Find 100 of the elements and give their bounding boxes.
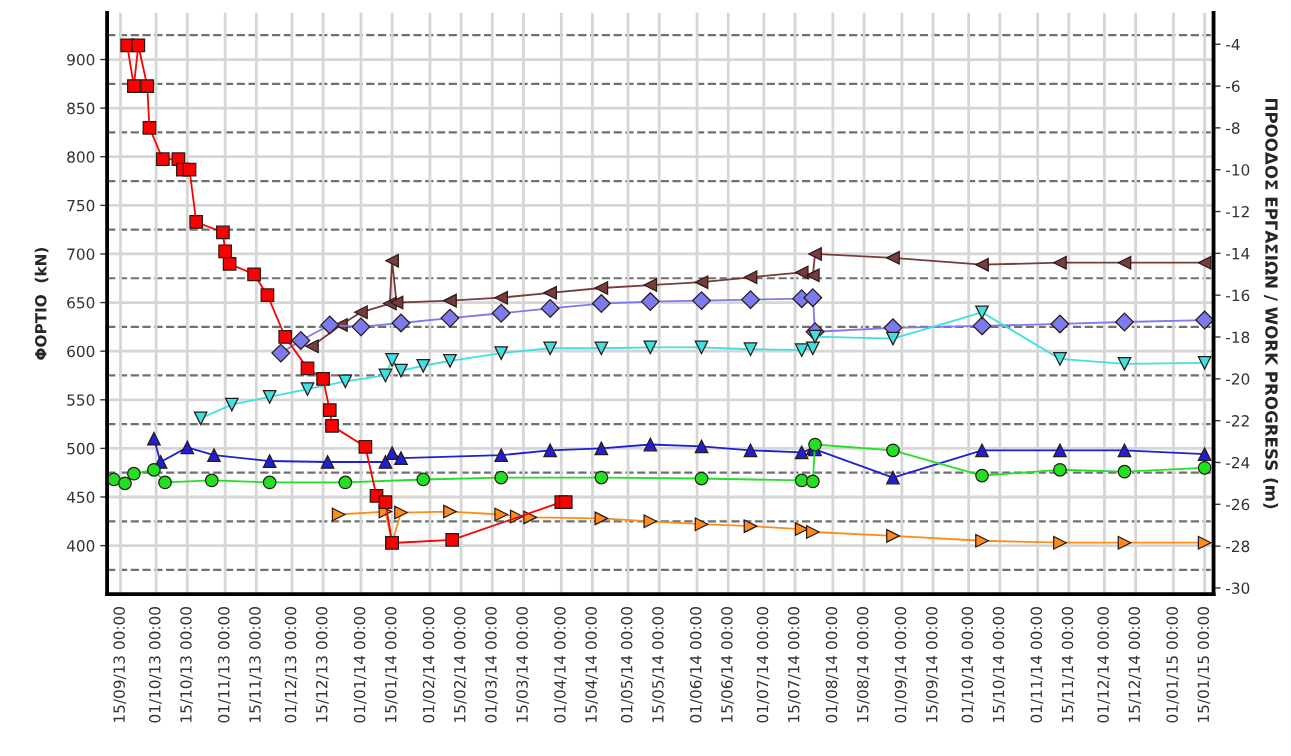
point — [440, 308, 460, 328]
point — [543, 443, 558, 458]
point — [594, 470, 609, 485]
x-tick-label: 01/12/13 00:00 — [284, 607, 298, 723]
point — [1197, 460, 1212, 475]
point — [543, 341, 558, 356]
point — [794, 265, 809, 280]
y-tick-label: 850 — [67, 102, 95, 115]
point — [886, 443, 900, 458]
point — [271, 343, 291, 363]
point — [147, 431, 161, 446]
point — [218, 244, 233, 259]
point — [692, 291, 711, 311]
point — [594, 511, 609, 526]
y2-tick-label: -24 — [1226, 456, 1250, 469]
point — [591, 294, 611, 313]
point — [1197, 355, 1212, 370]
point — [126, 466, 141, 481]
point — [972, 316, 992, 336]
point — [743, 342, 758, 357]
point — [805, 341, 820, 356]
x-tick-label: 15/10/13 00:00 — [180, 607, 193, 722]
point — [1053, 352, 1067, 366]
point — [416, 472, 431, 487]
point — [1197, 447, 1212, 462]
x-tick-label: 01/06/14 00:00 — [689, 607, 703, 723]
point — [1117, 255, 1132, 270]
point — [1053, 255, 1067, 270]
x-tick-label: 01/02/14 00:00 — [422, 607, 436, 723]
point — [1197, 255, 1212, 270]
point — [142, 120, 157, 135]
point — [1050, 314, 1070, 334]
point — [741, 290, 760, 310]
point — [445, 532, 460, 547]
point — [540, 298, 560, 318]
point — [443, 354, 457, 368]
x-tick-label: 15/12/14 00:00 — [1128, 607, 1142, 722]
point — [803, 288, 823, 308]
x-tick-label: 15/01/14 00:00 — [384, 607, 398, 722]
x-tick-label: 15/09/14 00:00 — [925, 607, 939, 722]
point — [385, 253, 399, 268]
point — [216, 225, 230, 240]
x-tick-label: 15/06/14 00:00 — [721, 607, 734, 722]
point — [558, 495, 573, 510]
point — [385, 353, 399, 367]
y-tick-label: 550 — [67, 394, 95, 406]
point — [354, 305, 368, 320]
point — [320, 315, 340, 335]
x-tick-label: 01/01/15 00:00 — [1166, 607, 1180, 723]
point — [640, 292, 660, 312]
x-tick-label: 15/10/14 00:00 — [992, 607, 1006, 722]
point — [805, 474, 820, 489]
point — [331, 507, 346, 522]
point — [300, 361, 315, 376]
x-tick-label: 15/01/15 00:00 — [1197, 607, 1211, 722]
point — [1197, 535, 1212, 550]
y-tick-label: 800 — [67, 151, 95, 163]
point — [808, 437, 822, 452]
y2-tick-label: -12 — [1226, 205, 1249, 218]
x-tick-label: 01/08/14 00:00 — [825, 607, 839, 723]
point — [262, 475, 277, 490]
point — [491, 303, 511, 323]
point — [1117, 356, 1132, 371]
point — [358, 439, 373, 454]
point — [224, 397, 239, 412]
point — [694, 340, 709, 355]
point — [886, 331, 900, 346]
point — [594, 281, 609, 295]
point — [886, 250, 900, 265]
y2-tick-label: -6 — [1226, 80, 1240, 93]
point — [140, 79, 155, 93]
y2-tick-label: -16 — [1226, 289, 1250, 302]
y-tick-label: 450 — [66, 491, 95, 504]
point — [494, 448, 509, 463]
point — [975, 533, 989, 548]
x-tick-label: 01/05/14 00:00 — [620, 607, 634, 723]
point — [207, 448, 221, 463]
y-tick-label: 900 — [67, 53, 95, 66]
point — [594, 341, 609, 356]
y-axis-title: ΦΟΡΤΙΟ (kN) — [34, 247, 49, 360]
x-tick-label: 01/03/14 00:00 — [485, 607, 498, 723]
y2-tick-label: -22 — [1226, 415, 1249, 427]
point — [385, 446, 399, 461]
x-tick-label: 15/04/14 00:00 — [585, 607, 599, 722]
x-tick-label: 01/11/13 00:00 — [218, 607, 231, 723]
point — [204, 473, 219, 488]
y2-tick-label: -30 — [1226, 582, 1250, 594]
y2-tick-label: -26 — [1226, 498, 1250, 511]
y-tick-label: 400 — [66, 540, 95, 552]
x-tick-label: 01/11/14 00:00 — [1030, 607, 1044, 723]
point — [743, 443, 758, 458]
x-tick-label: 01/10/13 00:00 — [149, 607, 162, 723]
y-tick-label: 700 — [67, 248, 95, 260]
point — [543, 285, 558, 300]
point — [147, 462, 161, 477]
y2-axis-title: ΠΡΟΟΔΟΣ ΕΡΓΑΣΙΩΝ / WORK PROGRESS (m) — [1263, 98, 1279, 509]
point — [805, 268, 820, 283]
point — [743, 270, 758, 285]
y2-tick-label: -20 — [1226, 373, 1250, 385]
point — [643, 437, 658, 452]
